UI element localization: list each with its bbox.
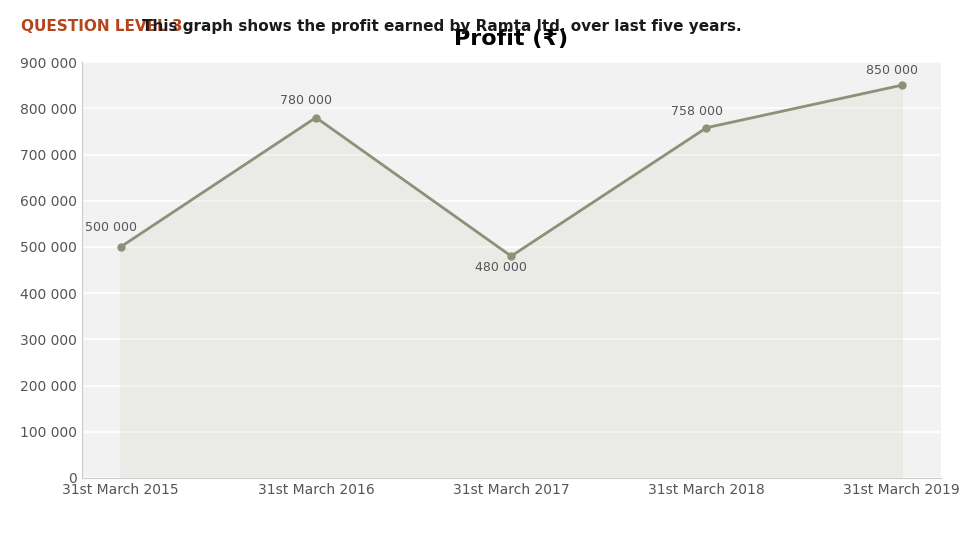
Text: 480 000: 480 000	[475, 261, 527, 274]
Text: 850 000: 850 000	[866, 64, 918, 77]
Text: QUESTION LEVEL 3 :: QUESTION LEVEL 3 :	[21, 19, 194, 34]
Text: 780 000: 780 000	[280, 94, 332, 107]
Text: This graph shows the profit earned by Ramta ltd. over last five years.: This graph shows the profit earned by Ra…	[142, 19, 742, 34]
Title: Profit (₹): Profit (₹)	[454, 30, 568, 50]
Text: 758 000: 758 000	[671, 105, 723, 118]
Text: 500 000: 500 000	[84, 221, 137, 234]
